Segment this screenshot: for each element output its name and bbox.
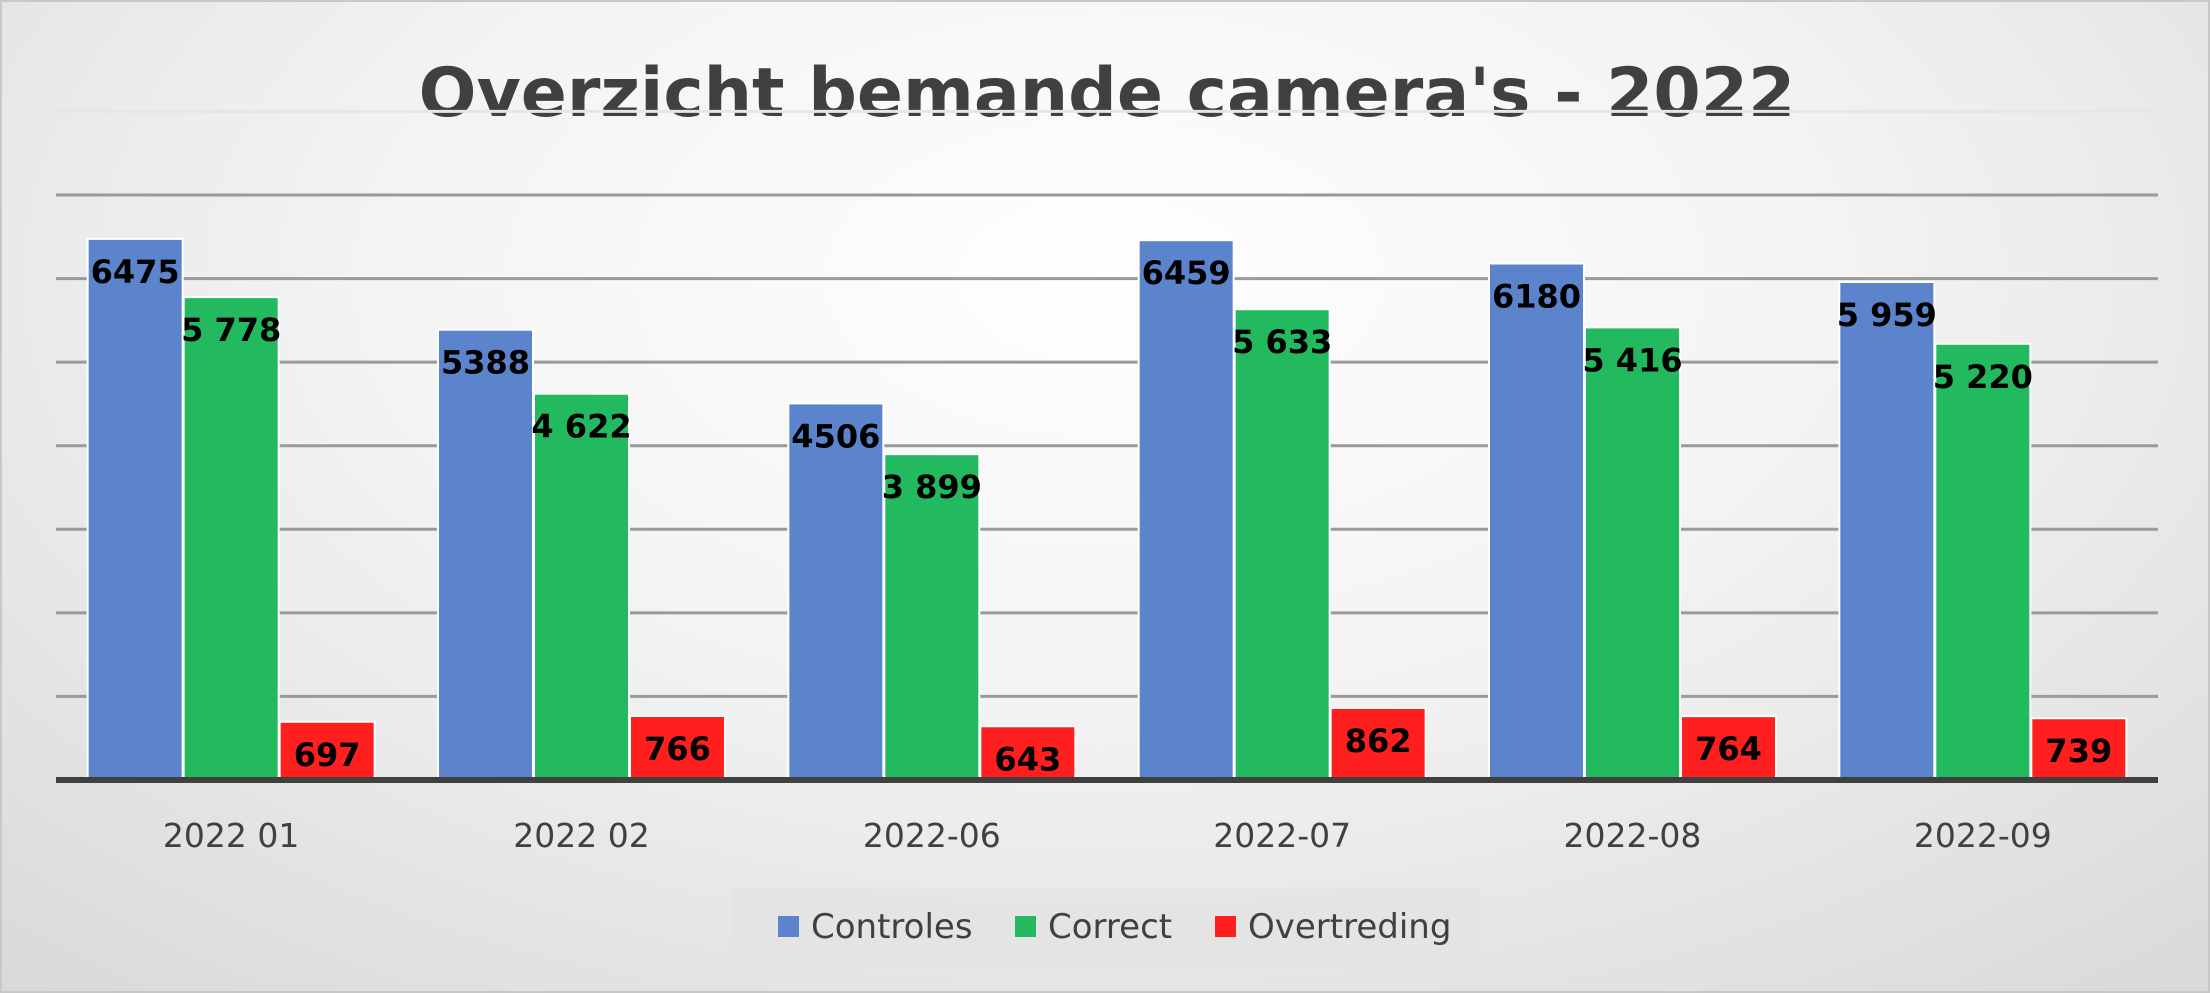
legend: Controles Correct Overtreding xyxy=(732,888,1480,968)
chart-title: Overzicht bemande camera's - 2022 xyxy=(419,54,1796,133)
legend-swatch-controles xyxy=(778,916,799,937)
legend-swatch-correct xyxy=(1015,916,1036,937)
bar-overtreding xyxy=(1680,715,1777,781)
legend-label-controles: Controles xyxy=(811,907,973,947)
bar-controles xyxy=(1488,262,1585,781)
legend-box xyxy=(732,888,1480,968)
legend-label-correct: Correct xyxy=(1048,907,1172,947)
data-label-correct: 4 622 xyxy=(531,408,631,446)
x-tick-label: 2022-09 xyxy=(1914,816,2052,855)
bar-correct xyxy=(533,392,630,781)
bar-controles xyxy=(787,402,885,781)
bar-overtreding xyxy=(278,720,376,782)
data-label-overtreding: 739 xyxy=(2045,732,2112,770)
data-label-controles: 6459 xyxy=(1142,254,1231,292)
data-label-overtreding: 697 xyxy=(294,736,361,774)
legend-label-overtreding: Overtreding xyxy=(1248,907,1451,947)
x-tick-label: 2022-06 xyxy=(863,816,1001,855)
data-label-correct: 3 899 xyxy=(882,468,982,506)
data-label-controles: 5 959 xyxy=(1837,296,1937,334)
data-label-controles: 6475 xyxy=(91,253,180,291)
x-tick-label: 2022-08 xyxy=(1564,816,1702,855)
data-label-correct: 5 416 xyxy=(1582,341,1682,379)
bar-correct xyxy=(883,453,981,781)
bar-correct xyxy=(1934,342,2032,781)
gridlines xyxy=(56,109,2158,698)
data-label-overtreding: 862 xyxy=(1345,722,1412,760)
data-label-controles: 6180 xyxy=(1492,278,1581,316)
data-label-controles: 4506 xyxy=(791,417,880,455)
bar-correct xyxy=(1584,326,1681,781)
x-tick-labels: 2022 01 2022 02 2022-06 2022-07 2022-08 2022-… xyxy=(163,816,2052,855)
bar-overtreding xyxy=(979,725,1077,781)
bar-controles xyxy=(1137,239,1235,781)
data-label-overtreding: 766 xyxy=(644,730,711,768)
bar-controles xyxy=(437,328,534,781)
data-label-controles: 5388 xyxy=(441,344,530,382)
x-tick-label: 2022 02 xyxy=(513,816,649,855)
bar-controles xyxy=(86,237,184,781)
data-label-correct: 5 778 xyxy=(181,311,281,349)
bars xyxy=(86,237,2128,782)
bar-overtreding xyxy=(1329,706,1427,781)
bar-controles xyxy=(1838,280,1936,781)
bar-overtreding xyxy=(2030,717,2128,782)
data-label-overtreding: 643 xyxy=(994,740,1061,778)
data-label-correct: 5 220 xyxy=(1933,358,2033,396)
bar-correct xyxy=(1233,308,1331,781)
x-tick-label: 2022-07 xyxy=(1213,816,1351,855)
data-label-correct: 5 633 xyxy=(1232,323,1332,361)
data-label-overtreding: 764 xyxy=(1695,730,1762,768)
x-tick-label: 2022 01 xyxy=(163,816,299,855)
bar-correct xyxy=(182,296,280,781)
legend-swatch-overtreding xyxy=(1215,916,1236,937)
